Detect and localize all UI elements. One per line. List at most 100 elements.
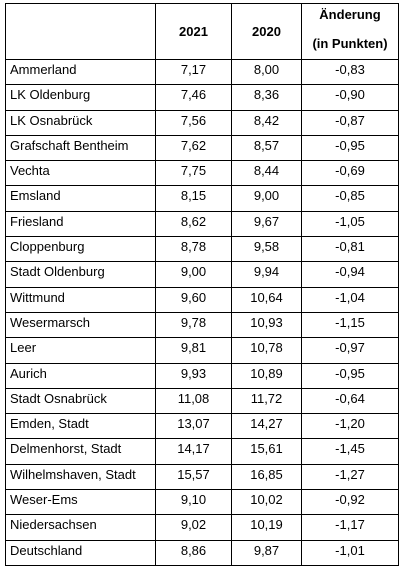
value-2020-cell: 8,42 — [231, 109, 302, 136]
value-2020-cell: 10,64 — [231, 286, 302, 313]
table-row: Emsland 8,15 9,00 -0,85 — [5, 185, 399, 212]
value-2021-cell: 9,00 — [155, 261, 232, 288]
table-row: Wittmund 9,60 10,64 -1,04 — [5, 286, 399, 313]
region-cell: Stadt Oldenburg — [5, 261, 156, 288]
change-cell: -1,45 — [301, 438, 399, 465]
table-row: Niedersachsen 9,02 10,19 -1,17 — [5, 514, 399, 541]
region-cell: Grafschaft Bentheim — [5, 134, 156, 162]
value-2021-cell: 8,86 — [155, 539, 232, 566]
table-row: Grafschaft Bentheim 7,62 8,57 -0,95 — [5, 134, 399, 162]
value-2021-cell: 13,07 — [155, 413, 232, 440]
change-cell: -1,01 — [301, 539, 399, 566]
value-2021-cell: 7,46 — [155, 84, 232, 111]
value-2021-cell: 9,93 — [155, 362, 232, 389]
value-2020-cell: 9,67 — [231, 210, 302, 238]
header-change-unit: (in Punkten) — [312, 36, 388, 51]
value-2021-cell: 11,08 — [155, 387, 232, 415]
value-2021-cell: 9,60 — [155, 286, 232, 313]
table-row: Deutschland 8,86 9,87 -1,01 — [5, 539, 399, 566]
header-2020: 2020 — [231, 3, 302, 60]
value-2020-cell: 10,78 — [231, 337, 302, 364]
change-cell: -0,87 — [301, 109, 399, 136]
value-2021-cell: 7,17 — [155, 58, 232, 86]
value-2020-cell: 9,00 — [231, 185, 302, 212]
value-2020-cell: 9,87 — [231, 539, 302, 566]
region-cell: Emden, Stadt — [5, 413, 156, 440]
region-cell: Emsland — [5, 185, 156, 212]
change-cell: -1,15 — [301, 311, 399, 339]
region-cell: Vechta — [5, 160, 156, 187]
value-2020-cell: 14,27 — [231, 413, 302, 440]
value-2020-cell: 9,58 — [231, 236, 302, 263]
table-row: Stadt Osnabrück 11,08 11,72 -0,64 — [5, 387, 399, 415]
table-row: LK Osnabrück 7,56 8,42 -0,87 — [5, 109, 399, 136]
change-cell: -0,69 — [301, 160, 399, 187]
region-cell: Weser-Ems — [5, 489, 156, 516]
header-row: 2021 2020 Änderung (in Punkten) — [5, 3, 399, 60]
value-2020-cell: 10,19 — [231, 514, 302, 541]
value-2021-cell: 9,78 — [155, 311, 232, 339]
change-cell: -0,83 — [301, 58, 399, 86]
region-cell: Leer — [5, 337, 156, 364]
header-region — [5, 3, 156, 60]
value-2020-cell: 8,44 — [231, 160, 302, 187]
table-row: Ammerland 7,17 8,00 -0,83 — [5, 58, 399, 86]
value-2021-cell: 8,78 — [155, 236, 232, 263]
header-change: Änderung (in Punkten) — [301, 3, 399, 60]
value-2020-cell: 15,61 — [231, 438, 302, 465]
region-cell: Delmenhorst, Stadt — [5, 438, 156, 465]
value-2021-cell: 14,17 — [155, 438, 232, 465]
table-row: Weser-Ems 9,10 10,02 -0,92 — [5, 489, 399, 516]
header-change-label: Änderung — [319, 7, 381, 22]
value-2021-cell: 9,10 — [155, 489, 232, 516]
table-row: LK Oldenburg 7,46 8,36 -0,90 — [5, 84, 399, 111]
value-2021-cell: 7,62 — [155, 134, 232, 162]
region-cell: Aurich — [5, 362, 156, 389]
region-cell: Deutschland — [5, 539, 156, 566]
change-cell: -0,92 — [301, 489, 399, 516]
value-2020-cell: 8,57 — [231, 134, 302, 162]
value-2020-cell: 11,72 — [231, 387, 302, 415]
value-2020-cell: 10,93 — [231, 311, 302, 339]
change-cell: -0,94 — [301, 261, 399, 288]
region-cell: Wilhelmshaven, Stadt — [5, 463, 156, 491]
table-row: Wilhelmshaven, Stadt 15,57 16,85 -1,27 — [5, 463, 399, 491]
table-row: Cloppenburg 8,78 9,58 -0,81 — [5, 236, 399, 263]
region-cell: Cloppenburg — [5, 236, 156, 263]
table-row: Friesland 8,62 9,67 -1,05 — [5, 210, 399, 238]
change-cell: -1,17 — [301, 514, 399, 541]
change-cell: -1,20 — [301, 413, 399, 440]
table-body: Ammerland 7,17 8,00 -0,83 LK Oldenburg 7,46 8,… — [5, 58, 399, 566]
value-2021-cell: 15,57 — [155, 463, 232, 491]
change-cell: -0,97 — [301, 337, 399, 364]
value-2021-cell: 7,56 — [155, 109, 232, 136]
change-cell: -0,95 — [301, 362, 399, 389]
region-cell: Wittmund — [5, 286, 156, 313]
value-2021-cell: 9,81 — [155, 337, 232, 364]
table-row: Leer 9,81 10,78 -0,97 — [5, 337, 399, 364]
region-cell: Ammerland — [5, 58, 156, 86]
value-2020-cell: 16,85 — [231, 463, 302, 491]
table-row: Delmenhorst, Stadt 14,17 15,61 -1,45 — [5, 438, 399, 465]
value-2021-cell: 9,02 — [155, 514, 232, 541]
value-2020-cell: 8,36 — [231, 84, 302, 111]
change-cell: -0,90 — [301, 84, 399, 111]
table-row: Aurich 9,93 10,89 -0,95 — [5, 362, 399, 389]
value-2020-cell: 10,02 — [231, 489, 302, 516]
table-header: 2021 2020 Änderung (in Punkten) — [5, 3, 399, 60]
region-cell: Niedersachsen — [5, 514, 156, 541]
change-cell: -1,05 — [301, 210, 399, 238]
value-2020-cell: 9,94 — [231, 261, 302, 288]
change-cell: -0,64 — [301, 387, 399, 415]
value-2020-cell: 10,89 — [231, 362, 302, 389]
value-2021-cell: 7,75 — [155, 160, 232, 187]
value-2021-cell: 8,62 — [155, 210, 232, 238]
region-cell: LK Osnabrück — [5, 109, 156, 136]
table-row: Wesermarsch 9,78 10,93 -1,15 — [5, 311, 399, 339]
region-cell: Friesland — [5, 210, 156, 238]
table-row: Vechta 7,75 8,44 -0,69 — [5, 160, 399, 187]
region-cell: Stadt Osnabrück — [5, 387, 156, 415]
data-table: 2021 2020 Änderung (in Punkten) Ammerlan… — [5, 3, 399, 566]
change-cell: -1,27 — [301, 463, 399, 491]
value-2020-cell: 8,00 — [231, 58, 302, 86]
